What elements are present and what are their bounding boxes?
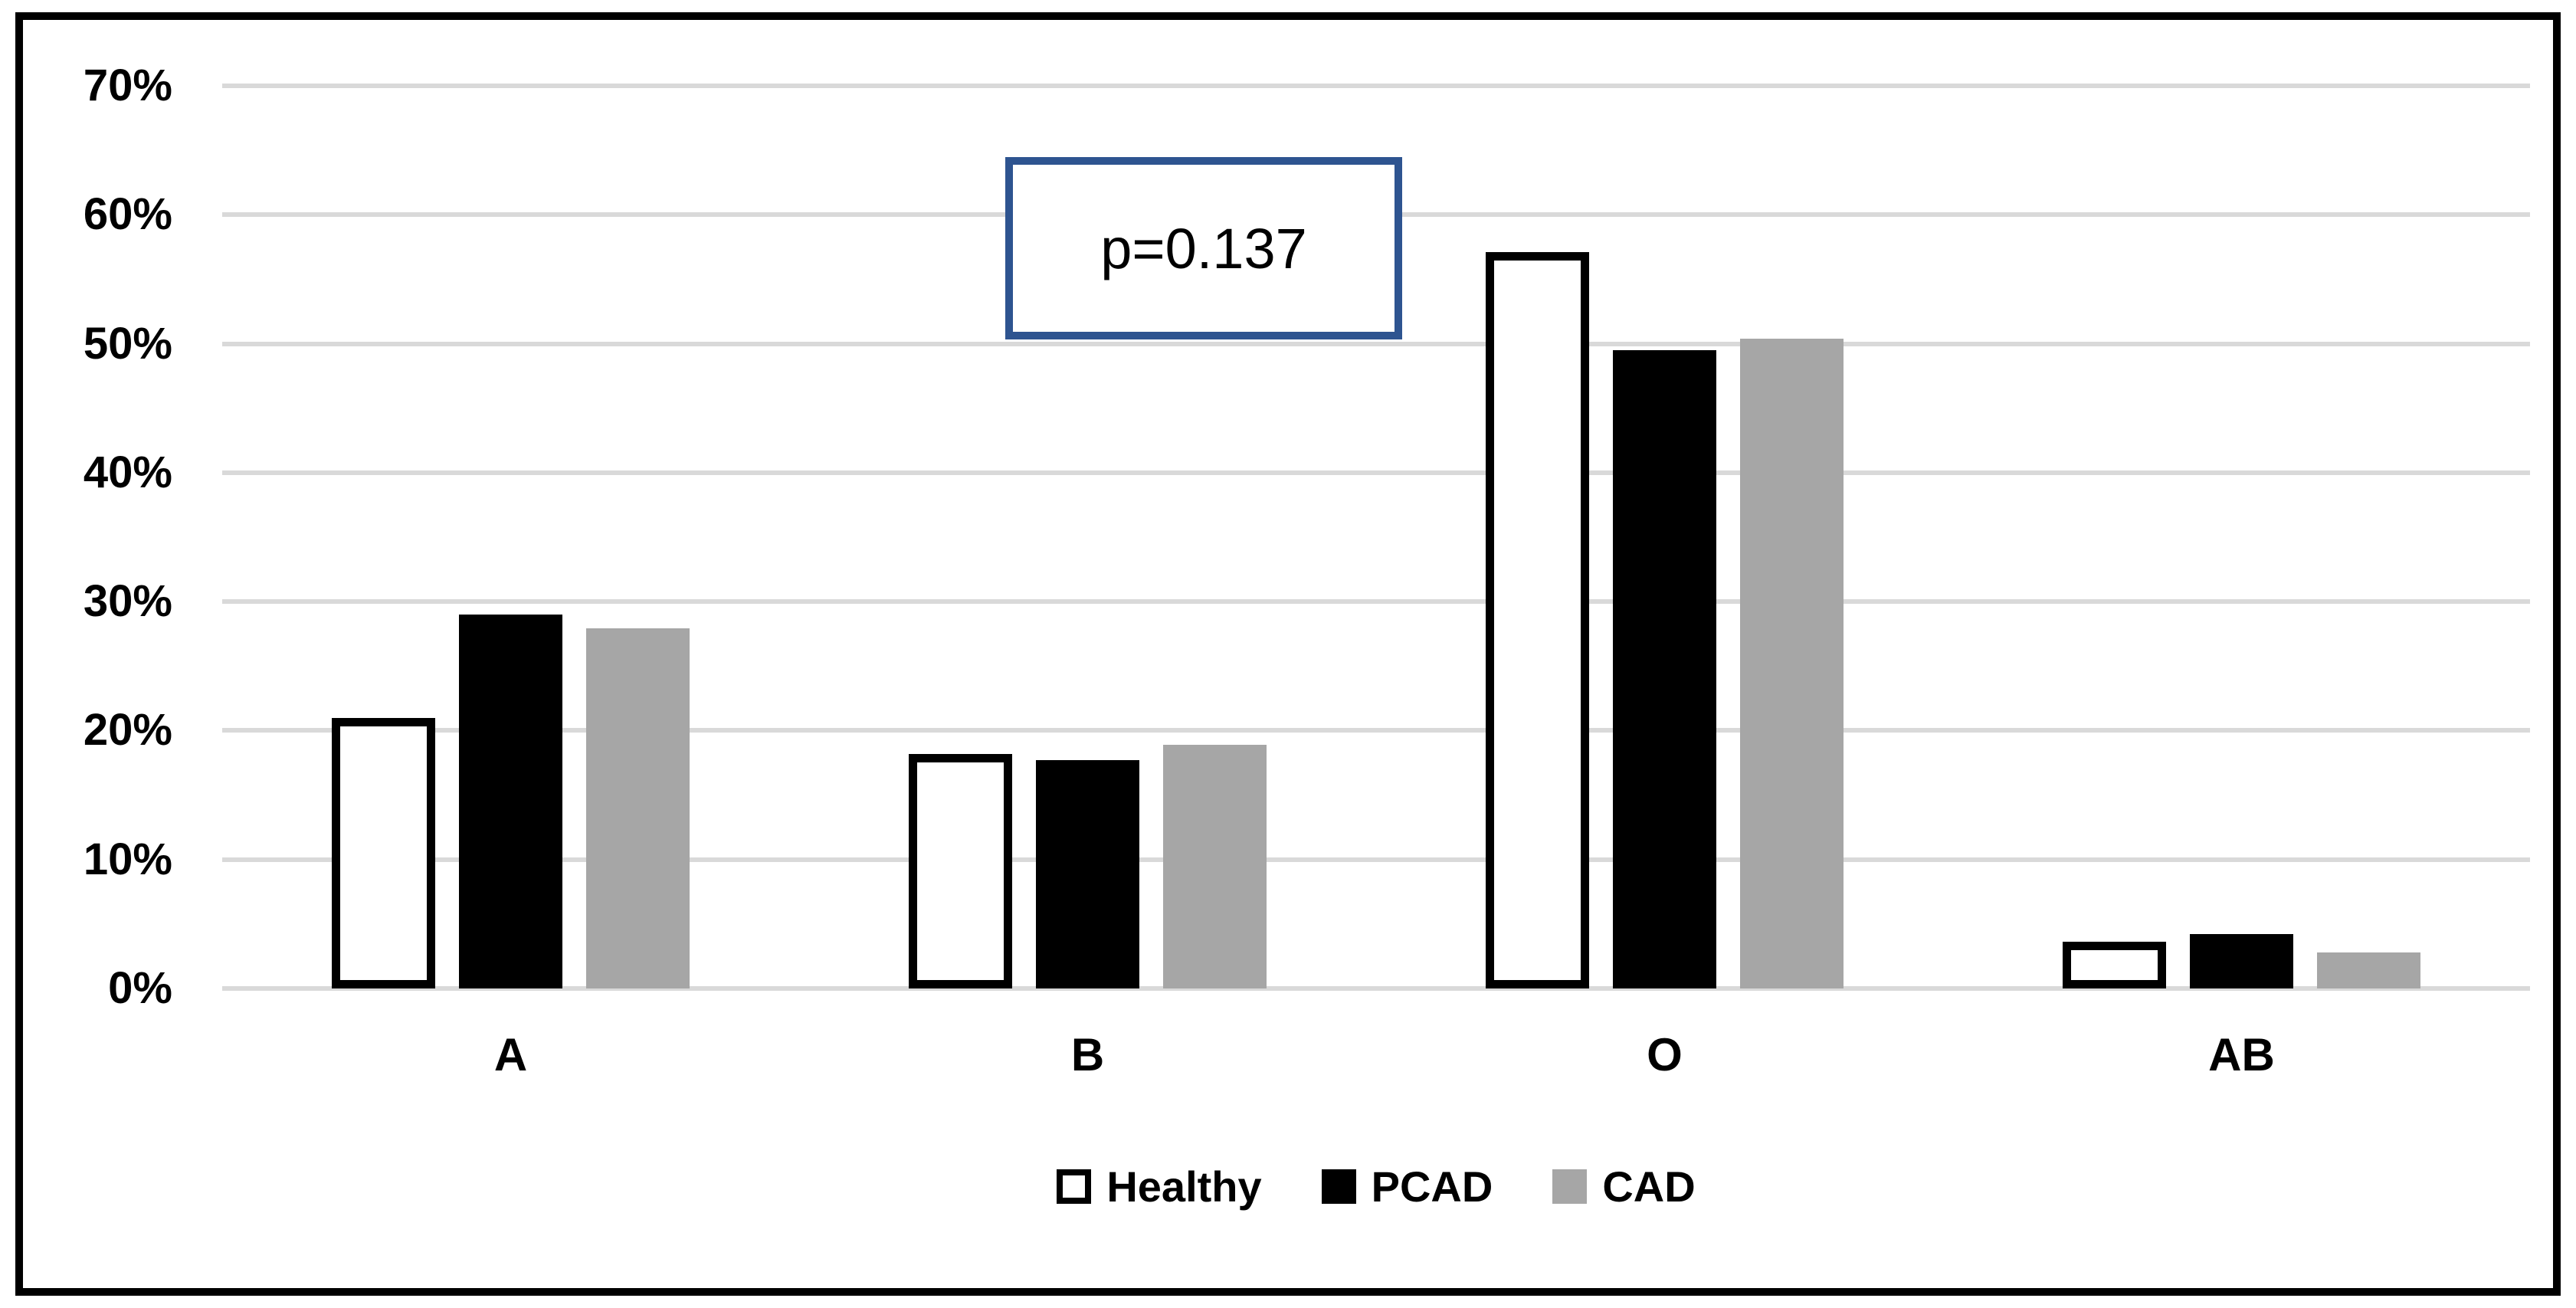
y-tick-label-20%: 20% (83, 705, 172, 756)
legend-item-healthy: Healthy (1057, 1162, 1262, 1211)
plot-area (222, 84, 2530, 991)
y-tick-label-70%: 70% (83, 61, 172, 110)
bar-healthy-A (332, 717, 435, 988)
gridline-40% (222, 470, 2530, 475)
bar-group-O (1376, 86, 1953, 988)
y-tick-label-40%: 40% (83, 447, 172, 497)
gridline-10% (222, 857, 2530, 862)
legend: Healthy PCAD CAD (222, 1162, 2530, 1211)
p-value-text: p=0.137 (1100, 216, 1307, 280)
y-tick-label-50%: 50% (83, 318, 172, 369)
x-tick-label-B: B (1070, 1029, 1105, 1080)
y-tick-label-30%: 30% (83, 576, 172, 627)
x-tick-label-AB: AB (2208, 1029, 2275, 1080)
gridline-50% (222, 341, 2530, 346)
legend-item-cad: CAD (1552, 1162, 1696, 1211)
y-tick-label-0%: 0% (108, 963, 172, 1013)
bar-group-A (222, 86, 799, 988)
gridline-0% (222, 986, 2530, 991)
bar-cad-A (586, 628, 690, 988)
y-tick-label-60%: 60% (83, 189, 172, 240)
bar-healthy-O (1486, 252, 1589, 988)
bar-healthy-AB (2063, 942, 2166, 988)
x-tick-label-O: O (1647, 1029, 1683, 1080)
bar-pcad-AB (2190, 934, 2293, 988)
legend-swatch-healthy-icon (1057, 1169, 1092, 1204)
x-tick-label-A: A (493, 1029, 528, 1080)
bar-cad-O (1740, 338, 1844, 988)
legend-label-cad: CAD (1602, 1162, 1696, 1211)
bar-group-B (799, 86, 1376, 988)
legend-label-pcad: PCAD (1371, 1162, 1493, 1211)
legend-item-pcad: PCAD (1321, 1162, 1493, 1211)
bar-pcad-B (1036, 760, 1139, 988)
bar-cad-AB (2317, 952, 2420, 988)
p-value-annotation-box: p=0.137 (1005, 157, 1402, 339)
bar-pcad-O (1613, 350, 1716, 988)
legend-swatch-cad-icon (1552, 1169, 1588, 1204)
bar-pcad-A (459, 614, 562, 988)
bar-healthy-B (909, 753, 1012, 988)
bar-group-AB (1953, 86, 2530, 988)
y-tick-label-10%: 10% (83, 834, 172, 884)
gridline-20% (222, 728, 2530, 733)
gridline-30% (222, 599, 2530, 605)
legend-swatch-pcad-icon (1321, 1169, 1356, 1204)
bar-cad-B (1163, 744, 1267, 988)
legend-label-healthy: Healthy (1106, 1162, 1262, 1211)
gridline-70% (222, 84, 2530, 88)
